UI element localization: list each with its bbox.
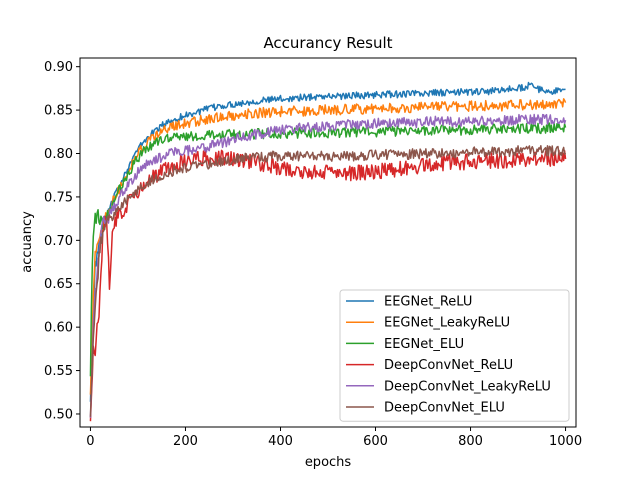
legend: EEGNet_ReLU EEGNet_LeakyReLU EEGNet_ELU Dee…: [339, 289, 570, 422]
chart-title: Accurancy Result: [263, 34, 392, 52]
x-tick-label: 800: [458, 434, 483, 449]
series-layer: [89, 81, 567, 422]
series-line-deepconvnet-leakyrelu: [89, 113, 567, 418]
legend-label: DeepConvNet_LeakyReLU: [384, 379, 551, 394]
x-tick-label: 0: [86, 434, 94, 449]
legend-label: DeepConvNet_ELU: [384, 401, 505, 416]
y-tick-label: 0.90: [44, 60, 73, 75]
y-tick-label: 0.70: [44, 234, 73, 249]
x-tick-label: 600: [363, 434, 388, 449]
legend-label: EEGNet_ELU: [384, 337, 464, 352]
y-tick-label: 0.55: [44, 364, 73, 379]
series-line-deepconvnet-relu: [89, 149, 567, 422]
x-tick-label: 200: [173, 434, 198, 449]
legend-box: [339, 289, 570, 422]
series-line-eegnet-elu: [89, 122, 567, 377]
x-tick-label: 400: [268, 434, 293, 449]
series-line-eegnet-leakyrelu: [89, 98, 567, 395]
y-tick-label: 0.50: [44, 407, 73, 422]
legend-label: DeepConvNet_ReLU: [384, 358, 513, 373]
y-axis-ticks: 0.50 0.55 0.60 0.65 0.70 0.75 0.80 0.85 0.90: [44, 60, 80, 422]
series-line-deepconvnet-elu: [89, 145, 567, 417]
x-axis-label: epochs: [305, 455, 352, 470]
y-axis-label: accuancy: [20, 211, 35, 273]
x-axis-ticks: 0 200 400 600 800 1000: [86, 427, 582, 449]
plot-frame: [79, 57, 577, 428]
x-tick-label: 1000: [549, 434, 582, 449]
series-line-eegnet-relu: [89, 81, 566, 402]
y-tick-label: 0.60: [44, 321, 73, 336]
legend-label: EEGNet_ReLU: [384, 295, 472, 310]
y-tick-label: 0.80: [44, 147, 73, 162]
y-tick-label: 0.75: [44, 190, 73, 205]
legend-label: EEGNet_LeakyReLU: [384, 316, 510, 331]
y-tick-label: 0.65: [44, 277, 73, 292]
y-tick-label: 0.85: [44, 104, 73, 119]
